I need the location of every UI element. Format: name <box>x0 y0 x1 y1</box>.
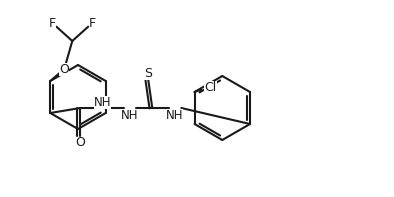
Text: NH: NH <box>121 109 138 122</box>
Text: F: F <box>49 17 56 30</box>
Text: NH: NH <box>165 109 183 122</box>
Text: NH: NH <box>93 96 111 109</box>
Text: O: O <box>75 137 85 150</box>
Text: F: F <box>89 17 96 30</box>
Text: S: S <box>144 67 152 80</box>
Text: O: O <box>59 62 69 75</box>
Text: Cl: Cl <box>204 81 217 94</box>
